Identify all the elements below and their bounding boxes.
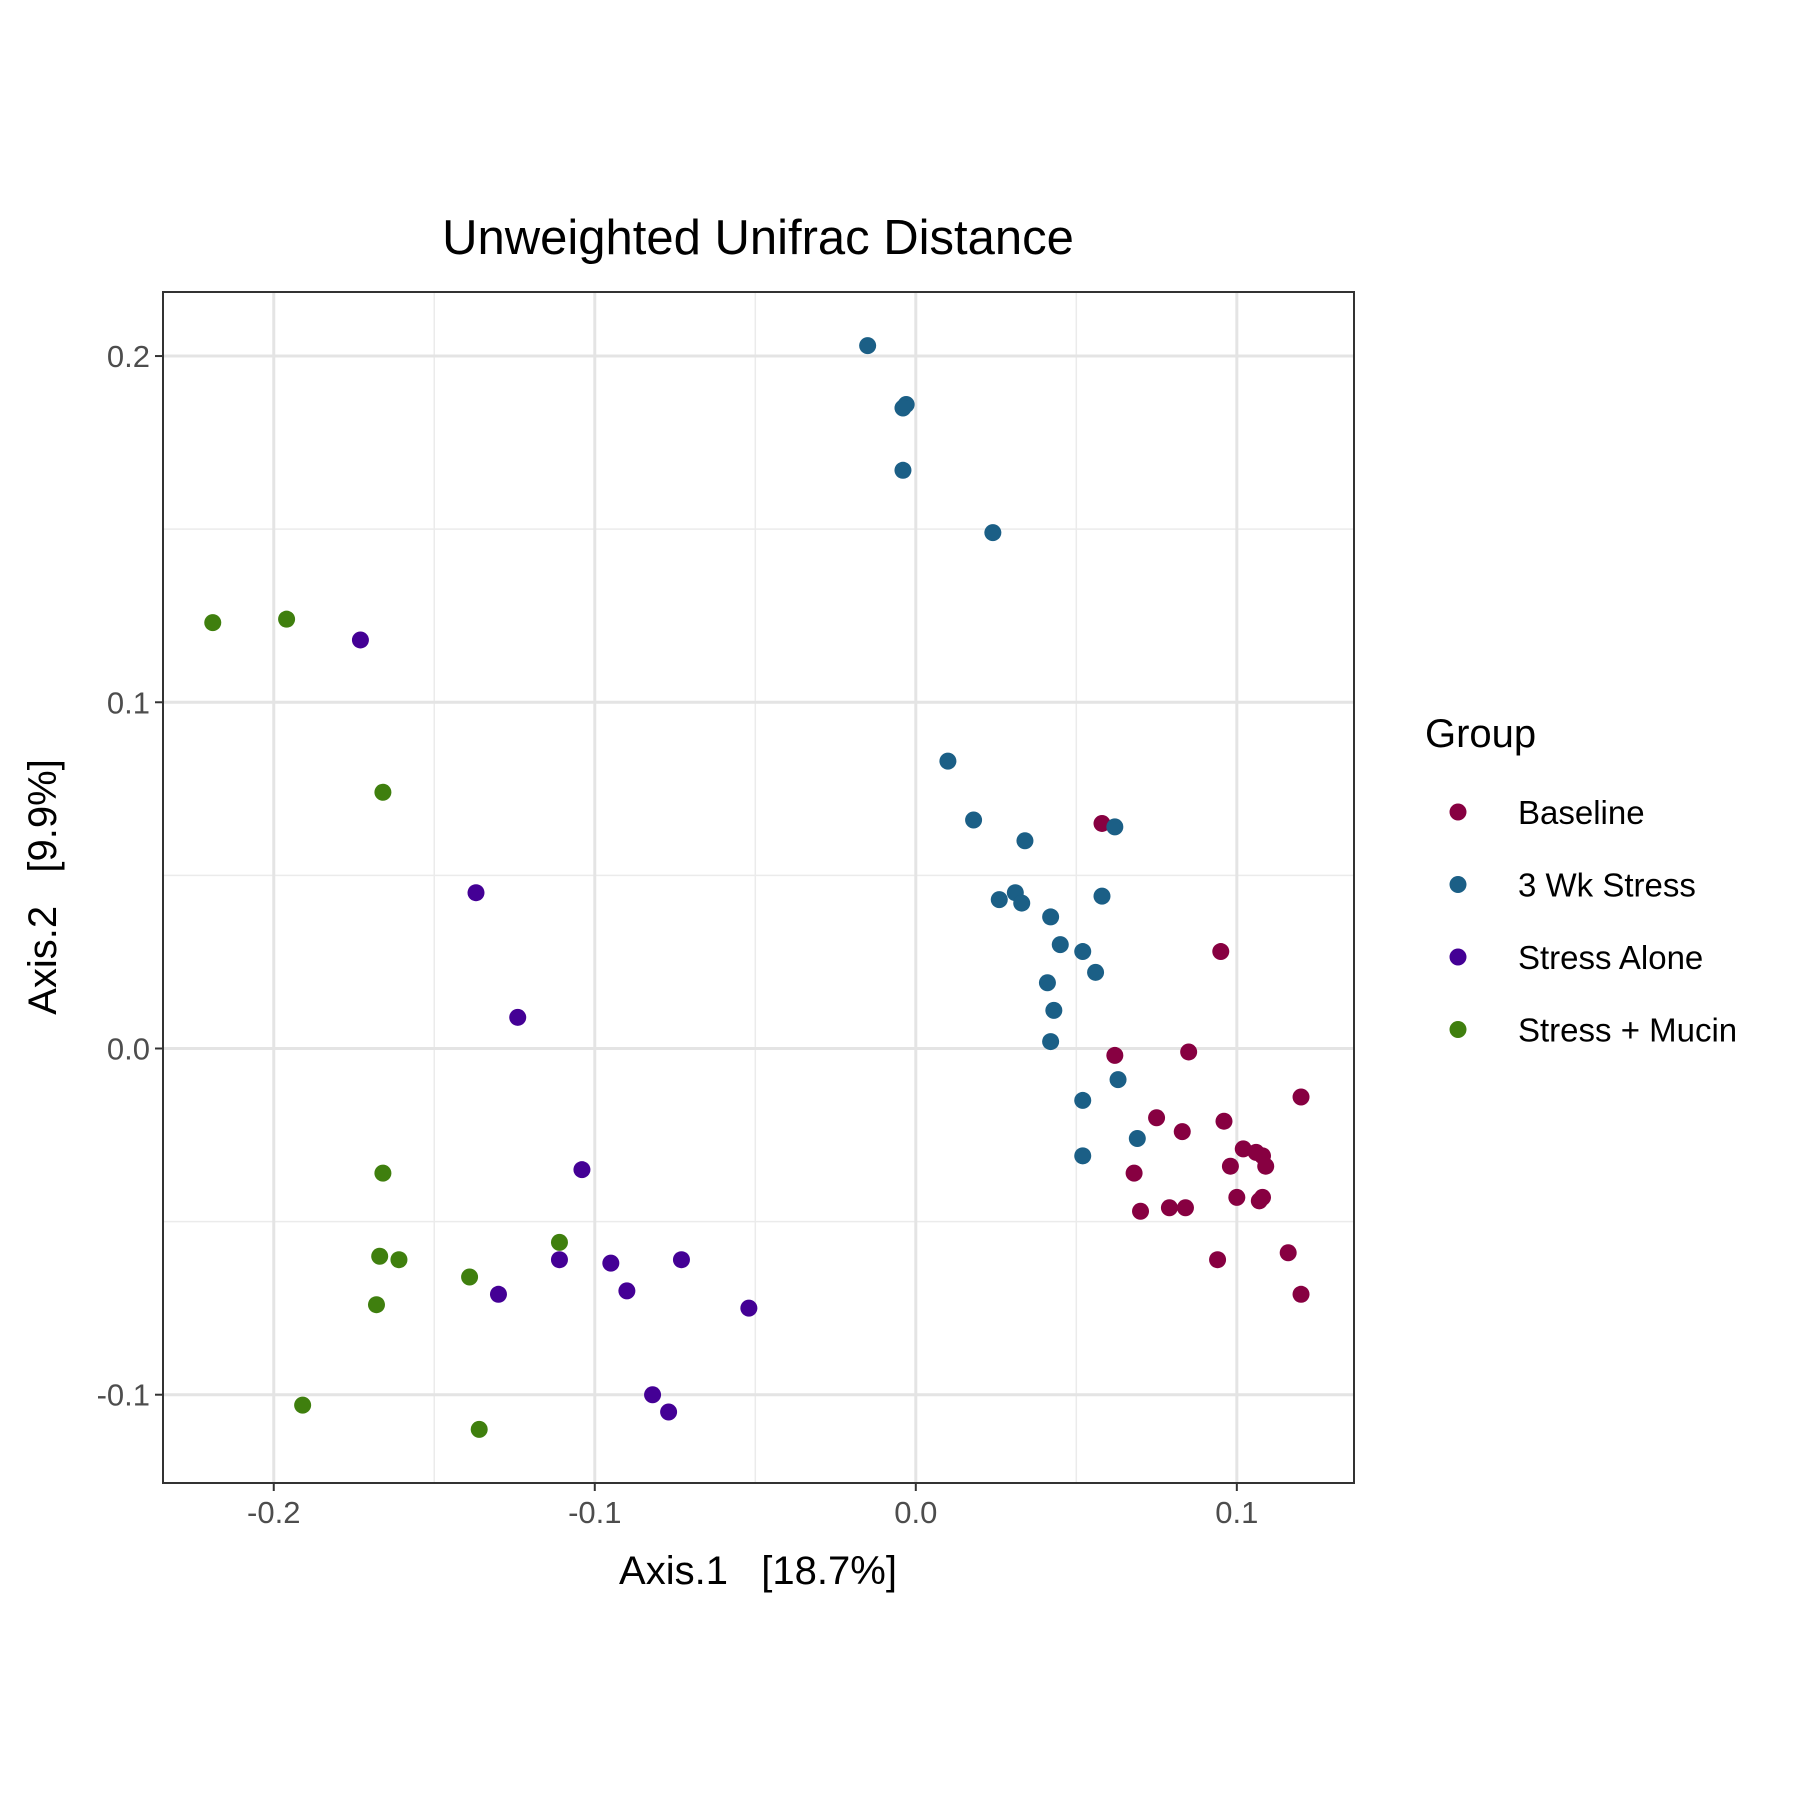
point-3-wk-stress — [939, 752, 957, 770]
point-baseline — [1257, 1157, 1275, 1175]
point-stress-alone — [573, 1161, 591, 1179]
point-baseline — [1250, 1192, 1268, 1210]
point-stress-mucin — [374, 783, 392, 801]
point-3-wk-stress — [1051, 936, 1069, 954]
data-points — [204, 337, 1310, 1438]
point-baseline — [1215, 1112, 1233, 1130]
point-baseline — [1132, 1202, 1150, 1220]
point-stress-mucin — [390, 1251, 408, 1269]
point-3-wk-stress — [1074, 1147, 1092, 1165]
point-baseline — [1279, 1244, 1297, 1262]
y-tick-label: 0.0 — [107, 1031, 150, 1066]
minor-gridlines — [163, 292, 1354, 1483]
y-tick-label: 0.1 — [107, 685, 150, 720]
point-3-wk-stress — [1045, 1001, 1063, 1019]
point-stress-alone — [672, 1251, 690, 1269]
point-3-wk-stress — [1042, 1033, 1060, 1051]
point-3-wk-stress — [1128, 1130, 1146, 1148]
legend-key-3-wk-stress — [1449, 876, 1467, 893]
point-3-wk-stress — [1074, 1091, 1092, 1109]
point-3-wk-stress — [1093, 887, 1111, 905]
point-3-wk-stress — [1109, 1071, 1127, 1089]
point-3-wk-stress — [1016, 832, 1034, 850]
point-stress-mucin — [204, 614, 222, 632]
x-tick-label: 0.1 — [1215, 1495, 1258, 1530]
legend-key-stress-alone — [1449, 948, 1467, 966]
y-axis-title: Axis.2 [9.9%] — [21, 759, 65, 1015]
point-stress-alone — [467, 884, 485, 902]
point-baseline — [1221, 1157, 1239, 1175]
x-tick-label: 0.0 — [894, 1495, 937, 1530]
legend: Group Baseline 3 Wk Stress Stress Alone Str… — [1425, 712, 1737, 1049]
legend-items: Baseline 3 Wk Stress Stress Alone Stress + … — [1449, 794, 1737, 1049]
point-3-wk-stress — [1074, 943, 1092, 961]
point-stress-alone — [618, 1282, 636, 1300]
point-baseline — [1093, 814, 1111, 832]
legend-label-stress-alone: Stress Alone — [1518, 939, 1703, 976]
legend-label-3-wk-stress: 3 Wk Stress — [1518, 867, 1696, 904]
x-axis-title: Axis.1 [18.7%] — [619, 1549, 897, 1593]
chart-title: Unweighted Unifrac Distance — [442, 211, 1074, 265]
point-baseline — [1234, 1140, 1252, 1158]
y-axis: -0.1 0.0 0.1 0.2 — [97, 339, 163, 1413]
legend-label-stress-mucin: Stress + Mucin — [1518, 1012, 1737, 1049]
point-stress-mucin — [294, 1396, 312, 1414]
point-baseline — [1228, 1188, 1246, 1206]
y-tick-label: 0.2 — [107, 339, 150, 374]
point-3-wk-stress — [990, 891, 1008, 909]
point-stress-alone — [489, 1285, 507, 1303]
y-tick-label: -0.1 — [97, 1378, 150, 1413]
point-stress-alone — [660, 1403, 678, 1421]
point-3-wk-stress — [1038, 974, 1056, 992]
point-baseline — [1160, 1199, 1178, 1217]
point-stress-mucin — [470, 1420, 488, 1438]
x-axis: -0.2 -0.1 0.0 0.1 — [247, 1483, 1258, 1530]
point-stress-alone — [644, 1386, 662, 1404]
point-baseline — [1209, 1251, 1227, 1269]
legend-key-baseline — [1449, 803, 1467, 821]
point-stress-mucin — [461, 1268, 479, 1286]
point-3-wk-stress — [894, 399, 912, 417]
point-stress-alone — [740, 1299, 758, 1317]
point-3-wk-stress — [984, 524, 1002, 542]
x-tick-label: -0.2 — [247, 1495, 300, 1530]
plot-panel-border — [162, 291, 1355, 1484]
point-stress-alone — [351, 631, 369, 649]
major-gridlines — [163, 292, 1354, 1483]
point-stress-mucin — [550, 1233, 568, 1251]
point-3-wk-stress — [1013, 894, 1031, 912]
point-baseline — [1292, 1088, 1310, 1106]
point-baseline — [1176, 1199, 1194, 1217]
point-baseline — [1106, 1046, 1124, 1064]
point-stress-mucin — [374, 1164, 392, 1182]
point-stress-alone — [509, 1008, 527, 1026]
point-baseline — [1180, 1043, 1198, 1061]
point-3-wk-stress — [1087, 963, 1105, 981]
point-stress-mucin — [278, 610, 296, 628]
point-stress-alone — [550, 1251, 568, 1269]
point-stress-mucin — [367, 1296, 385, 1314]
point-3-wk-stress — [1106, 818, 1124, 836]
point-stress-alone — [602, 1254, 620, 1272]
legend-key-stress-mucin — [1449, 1021, 1467, 1038]
point-3-wk-stress — [1042, 908, 1060, 926]
point-baseline — [1125, 1164, 1143, 1182]
point-3-wk-stress — [965, 811, 983, 829]
plot-panel-background — [163, 292, 1354, 1483]
point-3-wk-stress — [894, 461, 912, 479]
x-tick-label: -0.1 — [568, 1495, 621, 1530]
point-stress-mucin — [371, 1247, 389, 1265]
point-baseline — [1148, 1109, 1166, 1127]
legend-title: Group — [1425, 712, 1536, 756]
point-baseline — [1292, 1285, 1310, 1303]
point-baseline — [1173, 1123, 1191, 1141]
point-baseline — [1212, 943, 1230, 961]
point-3-wk-stress — [859, 337, 877, 355]
legend-label-baseline: Baseline — [1518, 794, 1645, 831]
